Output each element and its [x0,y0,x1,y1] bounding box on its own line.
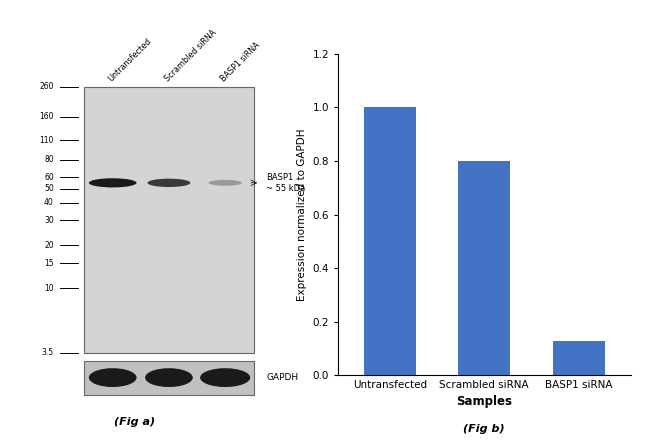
Text: Scrambled siRNA: Scrambled siRNA [162,28,218,83]
Text: 3.5: 3.5 [42,348,54,358]
Text: 50: 50 [44,184,54,193]
Y-axis label: Expression normalized to GAPDH: Expression normalized to GAPDH [297,128,307,301]
Text: 20: 20 [44,241,54,250]
Text: 60: 60 [44,173,54,182]
Text: 10: 10 [44,283,54,293]
Text: BASP1 siRNA: BASP1 siRNA [219,40,262,83]
Ellipse shape [89,178,136,187]
Text: 15: 15 [44,258,54,268]
Bar [364,107,416,375]
Bar [552,341,604,375]
Bar [458,161,510,375]
Text: 40: 40 [44,198,54,207]
Ellipse shape [209,180,242,186]
Ellipse shape [148,179,190,187]
Text: 80: 80 [44,155,54,164]
Text: 260: 260 [39,82,54,92]
Text: 30: 30 [44,216,54,225]
Text: (Fig a): (Fig a) [114,417,155,427]
Ellipse shape [89,368,136,387]
Text: Untransfected: Untransfected [107,36,153,83]
Text: 110: 110 [40,135,54,144]
Bar [84,360,254,395]
Text: (Fig b): (Fig b) [463,424,505,434]
Bar [84,87,254,353]
X-axis label: Samples: Samples [456,395,512,408]
Text: 160: 160 [39,112,54,122]
Ellipse shape [145,368,193,387]
Text: BASP1
~ 55 kDa: BASP1 ~ 55 kDa [266,173,305,193]
Ellipse shape [200,368,250,387]
Text: GAPDH: GAPDH [266,373,298,382]
